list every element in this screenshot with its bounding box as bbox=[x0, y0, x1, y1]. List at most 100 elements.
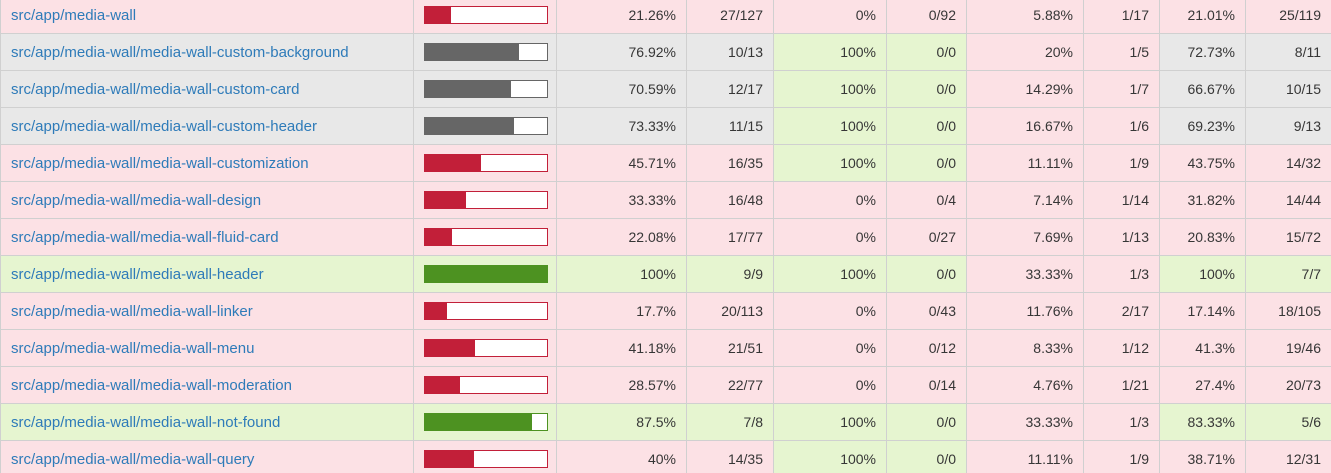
coverage-bar bbox=[424, 191, 548, 209]
branches-pct-cell: 0% bbox=[773, 292, 887, 330]
lines-pct-cell: 20.83% bbox=[1159, 218, 1246, 256]
file-link[interactable]: src/app/media-wall/media-wall-custom-bac… bbox=[11, 43, 349, 61]
functions-pct-cell: 11.11% bbox=[966, 440, 1084, 473]
file-link[interactable]: src/app/media-wall bbox=[11, 6, 137, 24]
file-link[interactable]: src/app/media-wall/media-wall-linker bbox=[11, 302, 253, 320]
statements-pct-cell: 87.5% bbox=[556, 403, 687, 441]
statements-raw-cell: 21/51 bbox=[686, 329, 774, 367]
coverage-bar bbox=[424, 80, 548, 98]
statements-pct-cell: 17.7% bbox=[556, 292, 687, 330]
table-row: src/app/media-wall/media-wall-fluid-card… bbox=[0, 218, 1331, 256]
file-link[interactable]: src/app/media-wall/media-wall-custom-hea… bbox=[11, 117, 317, 135]
statements-raw-cell: 14/35 bbox=[686, 440, 774, 473]
branches-pct-cell: 100% bbox=[773, 107, 887, 145]
functions-pct-cell: 5.88% bbox=[966, 0, 1084, 34]
statements-pct-cell: 21.26% bbox=[556, 0, 687, 34]
functions-raw-cell: 1/12 bbox=[1083, 329, 1160, 367]
coverage-bar bbox=[424, 302, 548, 320]
functions-pct-cell: 11.11% bbox=[966, 144, 1084, 182]
coverage-bar-cell bbox=[413, 0, 557, 34]
table-row: src/app/media-wall 21.26% 27/127 0% 0/92 5.88… bbox=[0, 0, 1331, 34]
lines-pct-cell: 100% bbox=[1159, 255, 1246, 293]
file-link[interactable]: src/app/media-wall/media-wall-not-found bbox=[11, 413, 281, 431]
file-link[interactable]: src/app/media-wall/media-wall-menu bbox=[11, 339, 255, 357]
file-link[interactable]: src/app/media-wall/media-wall-moderation bbox=[11, 376, 292, 394]
file-cell: src/app/media-wall/media-wall-header bbox=[0, 255, 414, 293]
functions-raw-cell: 2/17 bbox=[1083, 292, 1160, 330]
branches-pct-cell: 0% bbox=[773, 0, 887, 34]
table-row: src/app/media-wall/media-wall-custom-bac… bbox=[0, 33, 1331, 71]
functions-pct-cell: 16.67% bbox=[966, 107, 1084, 145]
file-link[interactable]: src/app/media-wall/media-wall-fluid-card bbox=[11, 228, 279, 246]
branches-raw-cell: 0/0 bbox=[886, 33, 967, 71]
file-cell: src/app/media-wall/media-wall-linker bbox=[0, 292, 414, 330]
table-row: src/app/media-wall/media-wall-moderation… bbox=[0, 366, 1331, 404]
lines-pct-cell: 41.3% bbox=[1159, 329, 1246, 367]
statements-pct-cell: 22.08% bbox=[556, 218, 687, 256]
branches-raw-cell: 0/12 bbox=[886, 329, 967, 367]
file-link[interactable]: src/app/media-wall/media-wall-design bbox=[11, 191, 262, 209]
functions-raw-cell: 1/3 bbox=[1083, 403, 1160, 441]
branches-raw-cell: 0/43 bbox=[886, 292, 967, 330]
lines-pct-cell: 69.23% bbox=[1159, 107, 1246, 145]
file-link[interactable]: src/app/media-wall/media-wall-customizat… bbox=[11, 154, 309, 172]
coverage-bar-fill bbox=[425, 192, 466, 208]
lines-raw-cell: 18/105 bbox=[1245, 292, 1331, 330]
coverage-bar-fill bbox=[425, 414, 532, 430]
coverage-bar-cell bbox=[413, 107, 557, 145]
statements-raw-cell: 16/48 bbox=[686, 181, 774, 219]
lines-pct-cell: 38.71% bbox=[1159, 440, 1246, 473]
functions-pct-cell: 33.33% bbox=[966, 403, 1084, 441]
lines-pct-cell: 83.33% bbox=[1159, 403, 1246, 441]
functions-pct-cell: 33.33% bbox=[966, 255, 1084, 293]
branches-pct-cell: 100% bbox=[773, 403, 887, 441]
coverage-bar-cell bbox=[413, 329, 557, 367]
lines-raw-cell: 20/73 bbox=[1245, 366, 1331, 404]
coverage-bar-cell bbox=[413, 255, 557, 293]
table-row: src/app/media-wall/media-wall-customizat… bbox=[0, 144, 1331, 182]
file-cell: src/app/media-wall/media-wall-custom-hea… bbox=[0, 107, 414, 145]
statements-pct-cell: 76.92% bbox=[556, 33, 687, 71]
lines-pct-cell: 17.14% bbox=[1159, 292, 1246, 330]
functions-pct-cell: 7.14% bbox=[966, 181, 1084, 219]
table-row: src/app/media-wall/media-wall-not-found 8… bbox=[0, 403, 1331, 441]
file-link[interactable]: src/app/media-wall/media-wall-custom-car… bbox=[11, 80, 300, 98]
coverage-bar bbox=[424, 154, 548, 172]
table-row: src/app/media-wall/media-wall-query 40% 14… bbox=[0, 440, 1331, 473]
branches-pct-cell: 0% bbox=[773, 329, 887, 367]
lines-raw-cell: 14/44 bbox=[1245, 181, 1331, 219]
statements-raw-cell: 7/8 bbox=[686, 403, 774, 441]
functions-pct-cell: 11.76% bbox=[966, 292, 1084, 330]
lines-raw-cell: 9/13 bbox=[1245, 107, 1331, 145]
coverage-bar bbox=[424, 450, 548, 468]
branches-pct-cell: 100% bbox=[773, 33, 887, 71]
lines-raw-cell: 25/119 bbox=[1245, 0, 1331, 34]
coverage-bar-cell bbox=[413, 144, 557, 182]
branches-raw-cell: 0/0 bbox=[886, 255, 967, 293]
functions-pct-cell: 14.29% bbox=[966, 70, 1084, 108]
file-link[interactable]: src/app/media-wall/media-wall-query bbox=[11, 450, 255, 468]
lines-raw-cell: 5/6 bbox=[1245, 403, 1331, 441]
functions-pct-cell: 4.76% bbox=[966, 366, 1084, 404]
coverage-bar-cell bbox=[413, 292, 557, 330]
statements-raw-cell: 17/77 bbox=[686, 218, 774, 256]
functions-pct-cell: 20% bbox=[966, 33, 1084, 71]
branches-pct-cell: 0% bbox=[773, 218, 887, 256]
branches-pct-cell: 100% bbox=[773, 70, 887, 108]
file-cell: src/app/media-wall/media-wall-not-found bbox=[0, 403, 414, 441]
coverage-bar-fill bbox=[425, 118, 515, 134]
functions-raw-cell: 1/5 bbox=[1083, 33, 1160, 71]
statements-raw-cell: 20/113 bbox=[686, 292, 774, 330]
functions-raw-cell: 1/9 bbox=[1083, 144, 1160, 182]
statements-raw-cell: 27/127 bbox=[686, 0, 774, 34]
file-link[interactable]: src/app/media-wall/media-wall-header bbox=[11, 265, 264, 283]
branches-raw-cell: 0/4 bbox=[886, 181, 967, 219]
coverage-bar bbox=[424, 43, 548, 61]
file-cell: src/app/media-wall/media-wall-menu bbox=[0, 329, 414, 367]
file-cell: src/app/media-wall/media-wall-custom-car… bbox=[0, 70, 414, 108]
branches-pct-cell: 0% bbox=[773, 366, 887, 404]
file-cell: src/app/media-wall bbox=[0, 0, 414, 34]
